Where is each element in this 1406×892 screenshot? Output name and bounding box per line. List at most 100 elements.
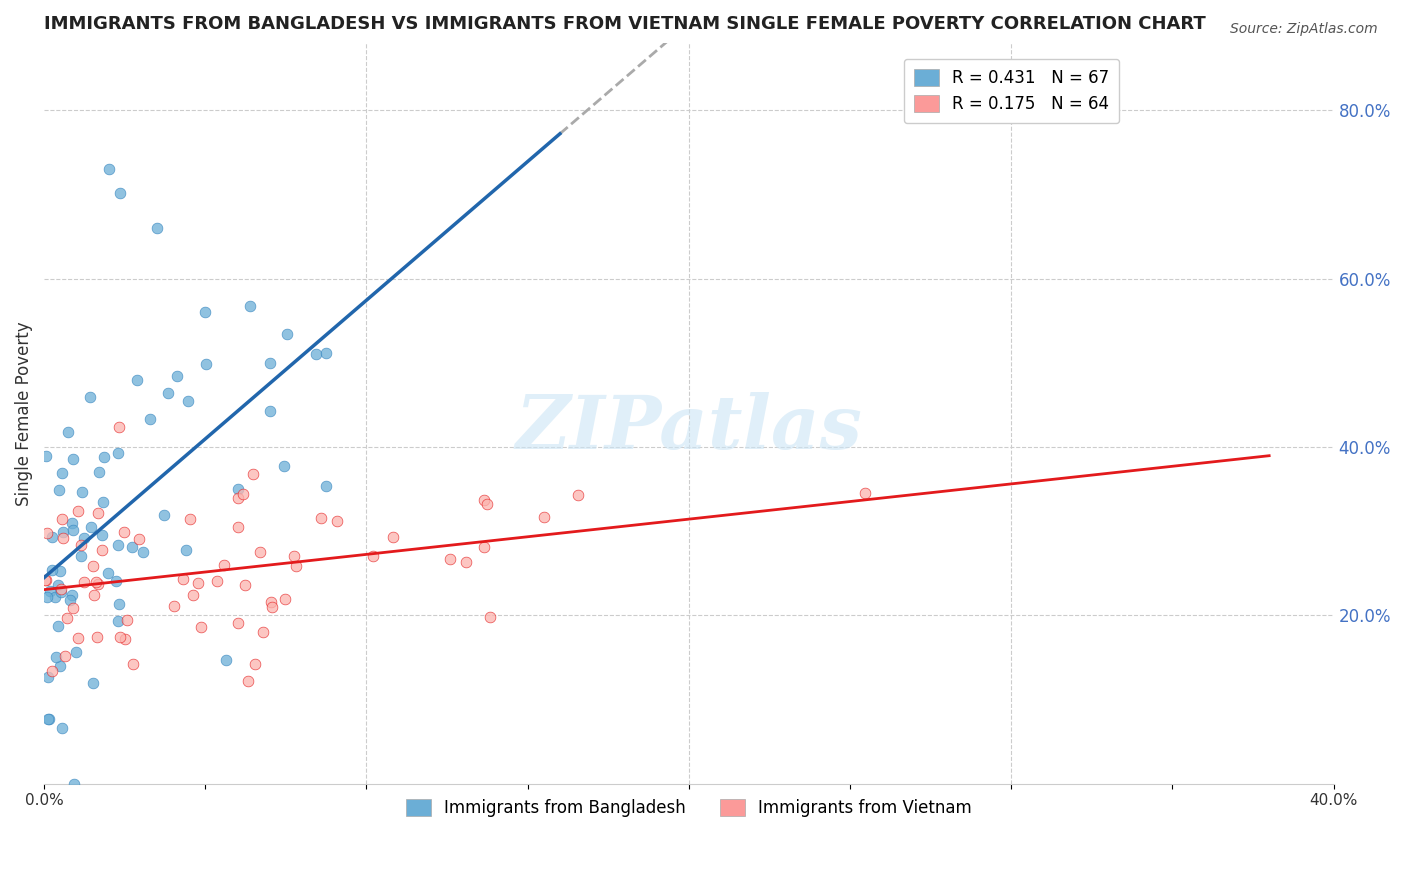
Point <box>51 512 73 526</box>
Point <box>67 504 90 518</box>
Point <box>51 466 73 480</box>
Point <box>172 572 194 586</box>
Point <box>60 516 83 530</box>
Point <box>112 525 135 540</box>
Point <box>82 559 104 574</box>
Point <box>274 591 297 606</box>
Point <box>49 584 72 599</box>
Point <box>260 595 283 609</box>
Point <box>439 551 461 566</box>
Point <box>73 532 96 546</box>
Point <box>226 491 249 505</box>
Point <box>276 327 298 342</box>
Point <box>285 558 308 573</box>
Point <box>90 542 112 557</box>
Point <box>49 658 72 673</box>
Point <box>214 653 236 667</box>
Point <box>226 519 249 533</box>
Point <box>49 582 72 596</box>
Point <box>260 599 283 614</box>
Legend: Immigrants from Bangladesh, Immigrants from Vietnam: Immigrants from Bangladesh, Immigrants f… <box>396 789 981 827</box>
Point <box>34 574 56 588</box>
Point <box>205 574 228 588</box>
Point <box>35 573 58 587</box>
Point <box>38 712 60 726</box>
Point <box>52 524 75 539</box>
Point <box>87 506 110 520</box>
Point <box>121 657 143 671</box>
Point <box>252 625 274 640</box>
Point <box>107 614 129 628</box>
Point <box>242 467 264 482</box>
Point <box>226 615 249 630</box>
Point <box>194 305 217 319</box>
Point <box>163 599 186 614</box>
Point <box>190 620 212 634</box>
Point <box>239 300 262 314</box>
Point <box>97 566 120 580</box>
Point <box>91 495 114 509</box>
Point <box>472 493 495 508</box>
Point <box>128 532 150 546</box>
Point <box>146 221 169 235</box>
Point <box>86 575 108 590</box>
Point <box>108 419 131 434</box>
Point <box>181 588 204 602</box>
Point <box>93 450 115 465</box>
Point <box>35 590 58 604</box>
Point <box>70 485 93 500</box>
Point <box>315 479 337 493</box>
Text: ZIPatlas: ZIPatlas <box>516 392 862 465</box>
Point <box>79 390 101 404</box>
Point <box>89 466 111 480</box>
Point <box>46 619 69 633</box>
Point <box>472 540 495 554</box>
Point <box>311 511 333 525</box>
Point <box>226 482 249 496</box>
Point <box>49 564 72 578</box>
Point <box>454 555 477 569</box>
Point <box>46 578 69 592</box>
Point <box>533 510 555 524</box>
Point <box>110 186 132 200</box>
Point <box>70 549 93 564</box>
Point <box>62 452 84 467</box>
Point <box>110 630 132 644</box>
Point <box>273 458 295 473</box>
Point <box>157 386 180 401</box>
Point <box>60 588 83 602</box>
Point <box>108 597 131 611</box>
Y-axis label: Single Female Poverty: Single Female Poverty <box>15 321 32 506</box>
Point <box>83 588 105 602</box>
Point <box>259 356 281 370</box>
Point <box>35 449 58 463</box>
Point <box>97 162 120 177</box>
Point <box>121 541 143 555</box>
Point <box>86 576 108 591</box>
Point <box>48 483 70 498</box>
Point <box>283 549 305 564</box>
Point <box>37 712 59 726</box>
Text: IMMIGRANTS FROM BANGLADESH VS IMMIGRANTS FROM VIETNAM SINGLE FEMALE POVERTY CORR: IMMIGRANTS FROM BANGLADESH VS IMMIGRANTS… <box>44 15 1206 33</box>
Point <box>479 610 502 624</box>
Point <box>37 670 59 684</box>
Point <box>361 549 384 563</box>
Point <box>177 394 200 409</box>
Point <box>41 564 63 578</box>
Point <box>238 673 260 688</box>
Point <box>139 411 162 425</box>
Point <box>132 545 155 559</box>
Point <box>58 425 80 440</box>
Point <box>114 632 136 646</box>
Point <box>179 512 201 526</box>
Point <box>326 514 349 528</box>
Point <box>41 664 63 678</box>
Point <box>153 508 176 522</box>
Point <box>59 593 82 607</box>
Point <box>853 486 876 500</box>
Point <box>233 577 256 591</box>
Point <box>107 446 129 460</box>
Point <box>195 357 218 371</box>
Point <box>315 346 337 360</box>
Point <box>38 583 60 598</box>
